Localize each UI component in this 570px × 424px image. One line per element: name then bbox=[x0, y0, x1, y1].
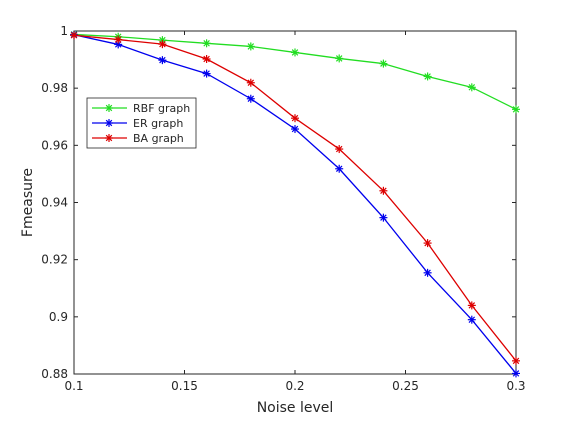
data-point bbox=[202, 39, 211, 48]
data-point bbox=[467, 315, 476, 324]
data-point bbox=[512, 369, 520, 378]
data-point bbox=[423, 72, 432, 81]
x-tick-label: 0.15 bbox=[171, 379, 198, 393]
data-point bbox=[379, 186, 388, 195]
data-point bbox=[114, 35, 123, 44]
data-point bbox=[467, 301, 476, 310]
data-point bbox=[158, 56, 167, 65]
y-tick-label: 0.88 bbox=[41, 367, 68, 381]
data-point bbox=[246, 42, 255, 51]
series-ba-graph bbox=[70, 31, 520, 365]
data-point bbox=[158, 40, 167, 49]
y-tick-label: 0.94 bbox=[41, 196, 68, 210]
legend-entry: ER graph bbox=[92, 117, 183, 130]
legend-marker bbox=[105, 104, 113, 112]
data-point bbox=[291, 125, 299, 134]
legend-entry: RBF graph bbox=[92, 102, 190, 115]
data-point bbox=[335, 145, 344, 154]
legend-label: ER graph bbox=[133, 117, 183, 130]
legend-entry: BA graph bbox=[92, 132, 184, 145]
y-tick-label: 0.98 bbox=[41, 81, 68, 95]
x-tick-label: 0.25 bbox=[392, 379, 419, 393]
data-point bbox=[202, 69, 211, 78]
data-point bbox=[291, 114, 299, 123]
data-point bbox=[246, 78, 255, 87]
data-point bbox=[379, 59, 388, 68]
ticks-layer: 0.1 0.15 0.2 0.25 0.3 0.88 0.9 0.92 0.94 0.96 0.98… bbox=[41, 24, 525, 393]
data-point bbox=[335, 164, 344, 173]
legend-label: BA graph bbox=[133, 132, 184, 145]
legend-marker bbox=[105, 119, 113, 127]
data-point bbox=[246, 94, 255, 103]
series-layer bbox=[70, 30, 520, 378]
x-tick-label: 0.1 bbox=[64, 379, 83, 393]
data-point bbox=[379, 213, 388, 222]
x-axis-label: Noise level bbox=[257, 400, 334, 416]
data-point bbox=[467, 83, 476, 92]
legend-label: RBF graph bbox=[133, 102, 190, 115]
data-point bbox=[202, 55, 211, 64]
data-point bbox=[512, 356, 520, 365]
plot-area bbox=[73, 30, 517, 375]
data-point bbox=[70, 31, 78, 40]
y-tick-label: 0.9 bbox=[49, 310, 68, 324]
y-axis-label: Fmeasure bbox=[20, 168, 36, 237]
data-point bbox=[423, 239, 432, 248]
data-point bbox=[291, 48, 299, 57]
data-point bbox=[423, 268, 432, 277]
x-tick-label: 0.3 bbox=[506, 379, 525, 393]
x-tick-label: 0.2 bbox=[285, 379, 304, 393]
data-point bbox=[512, 105, 520, 114]
data-point bbox=[335, 54, 344, 63]
legend: RBF graph ER graph BA graph bbox=[86, 97, 197, 149]
y-tick-label: 1 bbox=[60, 24, 68, 38]
legend-marker bbox=[105, 134, 113, 142]
y-tick-label: 0.92 bbox=[41, 253, 68, 267]
y-tick-label: 0.96 bbox=[41, 138, 68, 152]
